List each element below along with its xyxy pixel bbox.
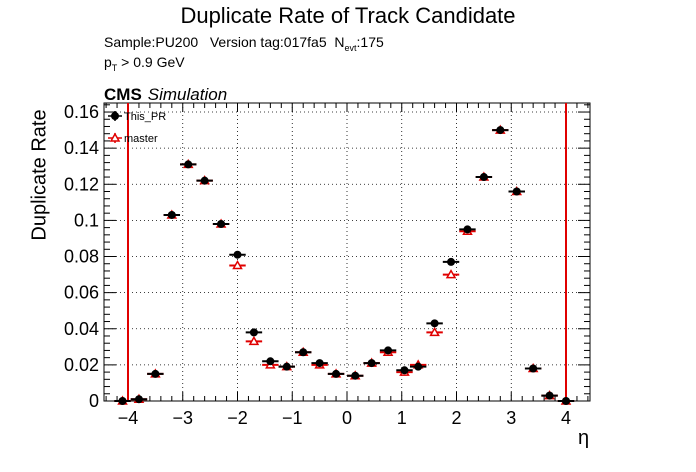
sample-info: Sample:PU200 Version tag:017fa5 Nevt:175 <box>104 34 384 53</box>
data-point-this-pr <box>562 397 570 405</box>
data-point-this-pr <box>430 319 439 328</box>
data-point-this-pr <box>151 369 160 378</box>
x-tick-label: 0 <box>342 408 352 428</box>
data-point-this-pr <box>512 187 521 196</box>
simulation-label: Simulation <box>147 85 228 104</box>
data-point-master <box>248 335 260 346</box>
cms-label: CMS <box>104 85 142 104</box>
pt-cut-label: pT > 0.9 GeV <box>104 54 185 73</box>
data-point-master <box>445 269 457 279</box>
data-point-this-pr <box>200 176 209 185</box>
cms-simulation-label: CMS Simulation <box>104 85 227 105</box>
version-tag: Version tag:017fa5 <box>209 34 327 50</box>
legend-entry-label: master <box>124 133 158 145</box>
data-point-this-pr <box>282 362 291 371</box>
data-point-this-pr <box>184 160 193 169</box>
chart-title: Duplicate Rate of Track Candidate <box>180 3 516 28</box>
data-point-this-pr <box>496 126 505 135</box>
sample-label: Sample:PU200 <box>104 34 199 50</box>
data-point-master <box>232 260 243 270</box>
x-tick-label: 3 <box>506 408 516 428</box>
data-point-this-pr <box>529 364 538 373</box>
data-point-this-pr <box>479 173 488 182</box>
data-point-this-pr <box>351 371 360 380</box>
x-axis-label: η <box>578 427 590 449</box>
x-tick-label: 2 <box>451 408 461 428</box>
x-tick-label: 1 <box>397 408 407 428</box>
data-point-this-pr <box>167 210 176 219</box>
y-tick-label: 0 <box>89 391 99 411</box>
data-point-this-pr <box>463 225 472 234</box>
legend-entry-label: This_PR <box>124 111 166 123</box>
y-tick-label: 0.02 <box>64 355 99 375</box>
y-tick-label: 0.1 <box>74 210 99 230</box>
x-tick-label: 4 <box>561 408 571 428</box>
data-point-this-pr <box>249 328 258 337</box>
data-point-this-pr <box>545 391 554 400</box>
data-point-this-pr <box>367 359 376 368</box>
data-point-master <box>429 326 440 337</box>
x-tick-label: −4 <box>118 408 139 428</box>
data-point-this-pr <box>414 362 423 371</box>
data-point-this-pr <box>299 348 308 357</box>
x-tick-label: −2 <box>227 408 248 428</box>
data-point-this-pr <box>332 369 341 378</box>
x-tick-label: −1 <box>282 408 303 428</box>
y-tick-label: 0.04 <box>64 319 99 339</box>
data-point-this-pr <box>447 257 456 266</box>
nevt-label: Nevt:175 <box>334 34 384 53</box>
legend-marker-master <box>109 132 121 142</box>
data-point-this-pr <box>217 220 226 229</box>
data-point-this-pr <box>233 250 242 259</box>
data-point-this-pr <box>315 359 324 368</box>
y-tick-label: 0.06 <box>64 283 99 303</box>
x-tick-label: −3 <box>172 408 193 428</box>
data-point-this-pr <box>134 395 143 404</box>
data-point-this-pr <box>384 346 393 355</box>
y-tick-label: 0.16 <box>64 102 99 122</box>
legend-marker-this-pr <box>111 112 119 120</box>
data-point-this-pr <box>118 397 127 405</box>
y-tick-label: 0.12 <box>64 174 99 194</box>
y-tick-label: 0.14 <box>64 138 99 158</box>
data-point-this-pr <box>266 357 275 366</box>
data-point-this-pr <box>400 366 409 375</box>
y-tick-label: 0.08 <box>64 247 99 267</box>
